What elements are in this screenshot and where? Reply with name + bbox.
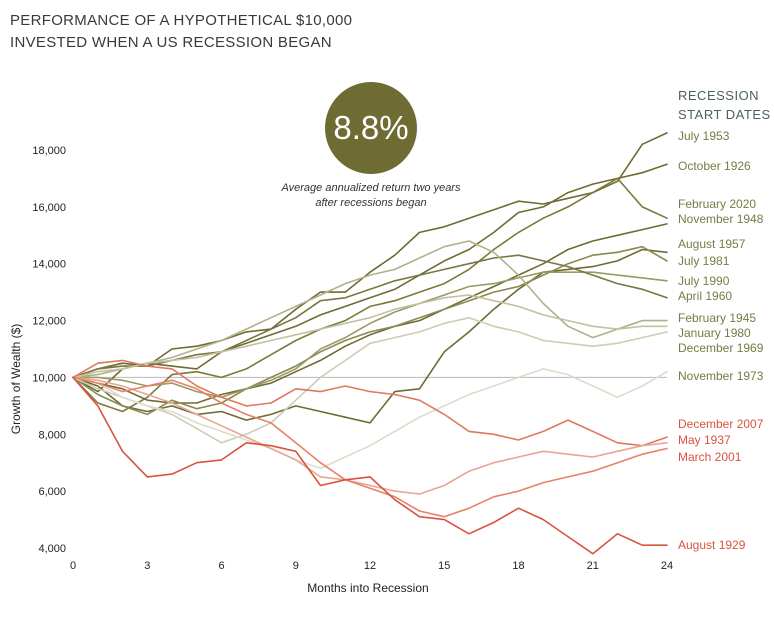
series-line xyxy=(72,359,668,447)
chart-title: PERFORMANCE OF A HYPOTHETICAL $10,000 IN… xyxy=(10,10,352,54)
average-return-caption-line-1: Average annualized return two years xyxy=(281,182,461,194)
chart-title-line-1: PERFORMANCE OF A HYPOTHETICAL $10,000 xyxy=(10,12,353,29)
series-line xyxy=(72,132,668,379)
legend-item: January 1980 xyxy=(678,326,751,340)
legend-item: March 2001 xyxy=(678,450,742,464)
average-return-badge: 8.8% xyxy=(325,82,417,174)
y-tick-label: 10,000 xyxy=(32,372,66,384)
legend-item: February 2020 xyxy=(678,197,756,211)
legend-item: December 1969 xyxy=(678,341,764,355)
legend-item: October 1926 xyxy=(678,159,751,173)
x-tick-label: 18 xyxy=(512,560,524,572)
series-line xyxy=(72,177,668,413)
legend-item: November 1948 xyxy=(678,212,764,226)
chart-title-line-2: INVESTED WHEN A US RECESSION BEGAN xyxy=(10,34,332,51)
x-tick-label: 12 xyxy=(364,560,376,572)
average-return-caption: Average annualized return two years afte… xyxy=(260,181,482,211)
y-tick-label: 8,000 xyxy=(38,429,66,441)
legend-item: December 2007 xyxy=(678,417,764,431)
legend-item: July 1990 xyxy=(678,274,730,288)
series-line xyxy=(72,248,668,424)
x-tick-label: 6 xyxy=(218,560,224,572)
x-axis-ticks: 0 3 6 9 12 15 18 21 24 xyxy=(70,560,673,572)
series-lines xyxy=(72,132,668,555)
y-tick-label: 18,000 xyxy=(32,145,66,157)
series-line xyxy=(72,376,668,495)
x-tick-label: 21 xyxy=(587,560,599,572)
series-line xyxy=(72,223,668,404)
series-line xyxy=(72,376,668,555)
y-tick-label: 6,000 xyxy=(38,486,66,498)
y-axis-label: Growth of Wealth ($) xyxy=(9,324,23,434)
legend-item: May 1937 xyxy=(678,433,731,447)
x-tick-label: 9 xyxy=(293,560,299,572)
x-tick-label: 24 xyxy=(661,560,673,572)
legend-item: August 1929 xyxy=(678,538,746,552)
x-tick-label: 3 xyxy=(144,560,150,572)
x-axis-label: Months into Recession xyxy=(307,581,428,595)
y-tick-label: 4,000 xyxy=(38,543,66,555)
series-line xyxy=(72,376,668,518)
series-line xyxy=(72,163,668,393)
y-axis-ticks: 4,000 6,000 8,000 10,000 12,000 14,000 16,000 1… xyxy=(32,145,66,555)
series-line xyxy=(72,271,668,399)
x-tick-label: 15 xyxy=(438,560,450,572)
legend-item: July 1953 xyxy=(678,129,730,143)
average-return-value: 8.8% xyxy=(333,109,409,146)
legend-item: November 1973 xyxy=(678,369,764,383)
series-line xyxy=(72,245,668,416)
y-tick-label: 16,000 xyxy=(32,202,66,214)
legend-item: April 1960 xyxy=(678,289,732,303)
series-line xyxy=(72,316,668,444)
legend-title: RECESSION START DATES xyxy=(678,86,771,124)
y-tick-label: 14,000 xyxy=(32,259,66,271)
series-line xyxy=(72,368,668,470)
legend-title-line-2: START DATES xyxy=(678,107,771,122)
legend-item: February 1945 xyxy=(678,311,756,325)
legend-item: July 1981 xyxy=(678,254,730,268)
series-line xyxy=(72,240,668,379)
x-tick-label: 0 xyxy=(70,560,76,572)
average-return-caption-line-2: after recessions began xyxy=(315,197,427,209)
series-line xyxy=(72,294,668,379)
y-tick-label: 12,000 xyxy=(32,316,66,328)
legend-title-line-1: RECESSION xyxy=(678,88,760,103)
legend-item: August 1957 xyxy=(678,237,746,251)
